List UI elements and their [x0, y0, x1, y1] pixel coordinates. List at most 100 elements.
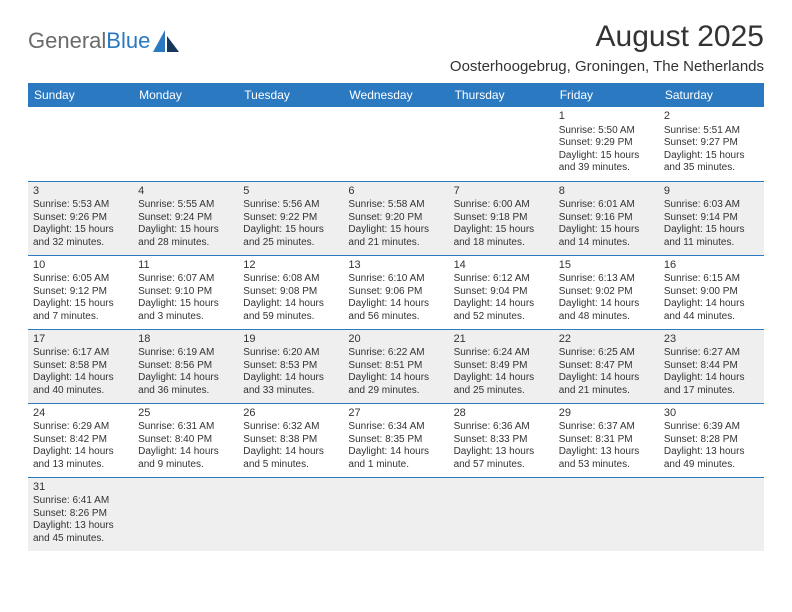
sunrise-text: Sunrise: 6:05 AM — [33, 273, 128, 286]
day-number: 7 — [454, 185, 549, 199]
calendar-row: 24Sunrise: 6:29 AMSunset: 8:42 PMDayligh… — [28, 403, 764, 477]
sunrise-text: Sunrise: 6:24 AM — [454, 347, 549, 360]
calendar-cell: 11Sunrise: 6:07 AMSunset: 9:10 PMDayligh… — [133, 255, 238, 329]
calendar-cell-empty — [659, 477, 764, 551]
sunset-text: Sunset: 9:20 PM — [348, 212, 443, 225]
weekday-header: Thursday — [449, 83, 554, 107]
daylight-text: Daylight: 14 hours and 29 minutes. — [348, 372, 443, 397]
calendar-cell-empty — [554, 477, 659, 551]
daylight-text: Daylight: 14 hours and 1 minute. — [348, 446, 443, 471]
daylight-text: Daylight: 13 hours and 49 minutes. — [664, 446, 759, 471]
day-number: 18 — [138, 333, 233, 347]
calendar-cell-empty — [238, 107, 343, 181]
day-number: 27 — [348, 407, 443, 421]
calendar-cell: 20Sunrise: 6:22 AMSunset: 8:51 PMDayligh… — [343, 329, 448, 403]
daylight-text: Daylight: 14 hours and 59 minutes. — [243, 298, 338, 323]
daylight-text: Daylight: 15 hours and 39 minutes. — [559, 150, 654, 175]
day-number: 28 — [454, 407, 549, 421]
sunrise-text: Sunrise: 6:08 AM — [243, 273, 338, 286]
calendar-cell-empty — [28, 107, 133, 181]
daylight-text: Daylight: 15 hours and 7 minutes. — [33, 298, 128, 323]
sunset-text: Sunset: 8:31 PM — [559, 434, 654, 447]
daylight-text: Daylight: 15 hours and 35 minutes. — [664, 150, 759, 175]
calendar-row: 31Sunrise: 6:41 AMSunset: 8:26 PMDayligh… — [28, 477, 764, 551]
logo-sail-icon — [153, 30, 179, 52]
calendar-cell: 2Sunrise: 5:51 AMSunset: 9:27 PMDaylight… — [659, 107, 764, 181]
sunrise-text: Sunrise: 5:55 AM — [138, 199, 233, 212]
daylight-text: Daylight: 13 hours and 57 minutes. — [454, 446, 549, 471]
day-number: 17 — [33, 333, 128, 347]
day-number: 16 — [664, 259, 759, 273]
daylight-text: Daylight: 14 hours and 56 minutes. — [348, 298, 443, 323]
sunset-text: Sunset: 9:22 PM — [243, 212, 338, 225]
day-number: 6 — [348, 185, 443, 199]
calendar-cell: 1Sunrise: 5:50 AMSunset: 9:29 PMDaylight… — [554, 107, 659, 181]
sunset-text: Sunset: 9:18 PM — [454, 212, 549, 225]
day-number: 30 — [664, 407, 759, 421]
sunset-text: Sunset: 9:02 PM — [559, 286, 654, 299]
day-number: 12 — [243, 259, 338, 273]
sunrise-text: Sunrise: 5:50 AM — [559, 125, 654, 138]
sunrise-text: Sunrise: 6:41 AM — [33, 495, 128, 508]
sunset-text: Sunset: 8:33 PM — [454, 434, 549, 447]
calendar-cell: 9Sunrise: 6:03 AMSunset: 9:14 PMDaylight… — [659, 181, 764, 255]
sunset-text: Sunset: 8:42 PM — [33, 434, 128, 447]
sunrise-text: Sunrise: 6:32 AM — [243, 421, 338, 434]
sunset-text: Sunset: 9:16 PM — [559, 212, 654, 225]
calendar-cell: 5Sunrise: 5:56 AMSunset: 9:22 PMDaylight… — [238, 181, 343, 255]
day-number: 8 — [559, 185, 654, 199]
header: GeneralBlue August 2025 Oosterhoogebrug,… — [28, 20, 764, 75]
sunrise-text: Sunrise: 6:27 AM — [664, 347, 759, 360]
logo-suffix: Blue — [106, 28, 150, 54]
sunrise-text: Sunrise: 6:17 AM — [33, 347, 128, 360]
sunset-text: Sunset: 9:27 PM — [664, 137, 759, 150]
calendar-body: 1Sunrise: 5:50 AMSunset: 9:29 PMDaylight… — [28, 107, 764, 551]
sunset-text: Sunset: 9:24 PM — [138, 212, 233, 225]
day-number: 5 — [243, 185, 338, 199]
sunrise-text: Sunrise: 6:07 AM — [138, 273, 233, 286]
calendar-cell-empty — [343, 477, 448, 551]
daylight-text: Daylight: 14 hours and 48 minutes. — [559, 298, 654, 323]
calendar-cell: 12Sunrise: 6:08 AMSunset: 9:08 PMDayligh… — [238, 255, 343, 329]
daylight-text: Daylight: 15 hours and 14 minutes. — [559, 224, 654, 249]
sunset-text: Sunset: 8:26 PM — [33, 508, 128, 521]
day-number: 13 — [348, 259, 443, 273]
sunset-text: Sunset: 8:40 PM — [138, 434, 233, 447]
title-block: August 2025 Oosterhoogebrug, Groningen, … — [450, 20, 764, 75]
calendar-cell: 25Sunrise: 6:31 AMSunset: 8:40 PMDayligh… — [133, 403, 238, 477]
calendar-cell: 19Sunrise: 6:20 AMSunset: 8:53 PMDayligh… — [238, 329, 343, 403]
calendar-cell: 15Sunrise: 6:13 AMSunset: 9:02 PMDayligh… — [554, 255, 659, 329]
daylight-text: Daylight: 14 hours and 9 minutes. — [138, 446, 233, 471]
sunset-text: Sunset: 8:56 PM — [138, 360, 233, 373]
calendar-cell: 17Sunrise: 6:17 AMSunset: 8:58 PMDayligh… — [28, 329, 133, 403]
daylight-text: Daylight: 15 hours and 18 minutes. — [454, 224, 549, 249]
day-number: 26 — [243, 407, 338, 421]
sunrise-text: Sunrise: 6:03 AM — [664, 199, 759, 212]
sunset-text: Sunset: 8:47 PM — [559, 360, 654, 373]
sunset-text: Sunset: 8:44 PM — [664, 360, 759, 373]
sunrise-text: Sunrise: 6:10 AM — [348, 273, 443, 286]
sunrise-text: Sunrise: 5:58 AM — [348, 199, 443, 212]
sunrise-text: Sunrise: 6:39 AM — [664, 421, 759, 434]
sunrise-text: Sunrise: 6:36 AM — [454, 421, 549, 434]
sunset-text: Sunset: 9:06 PM — [348, 286, 443, 299]
sunrise-text: Sunrise: 6:29 AM — [33, 421, 128, 434]
calendar-cell: 4Sunrise: 5:55 AMSunset: 9:24 PMDaylight… — [133, 181, 238, 255]
daylight-text: Daylight: 15 hours and 3 minutes. — [138, 298, 233, 323]
day-number: 25 — [138, 407, 233, 421]
sunset-text: Sunset: 9:08 PM — [243, 286, 338, 299]
calendar-cell: 29Sunrise: 6:37 AMSunset: 8:31 PMDayligh… — [554, 403, 659, 477]
sunset-text: Sunset: 9:00 PM — [664, 286, 759, 299]
day-number: 21 — [454, 333, 549, 347]
calendar-table: SundayMondayTuesdayWednesdayThursdayFrid… — [28, 83, 764, 551]
day-number: 2 — [664, 110, 759, 124]
logo: GeneralBlue — [28, 20, 179, 54]
daylight-text: Daylight: 14 hours and 13 minutes. — [33, 446, 128, 471]
daylight-text: Daylight: 14 hours and 52 minutes. — [454, 298, 549, 323]
sunrise-text: Sunrise: 6:25 AM — [559, 347, 654, 360]
daylight-text: Daylight: 15 hours and 32 minutes. — [33, 224, 128, 249]
sunrise-text: Sunrise: 6:37 AM — [559, 421, 654, 434]
sunrise-text: Sunrise: 6:20 AM — [243, 347, 338, 360]
daylight-text: Daylight: 14 hours and 25 minutes. — [454, 372, 549, 397]
sunrise-text: Sunrise: 6:15 AM — [664, 273, 759, 286]
